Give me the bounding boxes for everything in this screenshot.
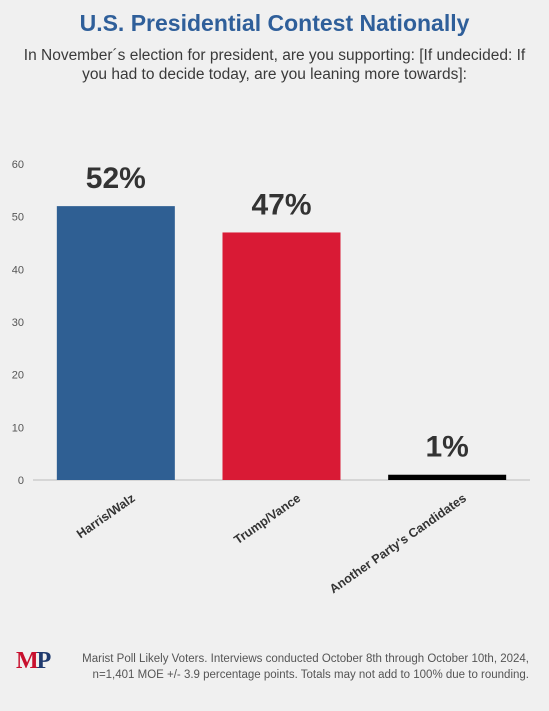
- footnote: Marist Poll Likely Voters. Interviews co…: [82, 653, 529, 681]
- y-tick-label: 10: [12, 422, 24, 434]
- y-tick-label: 30: [12, 317, 24, 329]
- chart-subtitle: In November´s election for president, ar…: [23, 47, 526, 83]
- marist-poll-logo: MP: [16, 648, 52, 675]
- category-label: Another Party's Candidates: [327, 491, 469, 596]
- bar-chart: 0 10 20 30 40 50 60 52% Harris/Walz 47% Trump/Vanc…: [12, 159, 530, 596]
- y-tick-label: 20: [12, 370, 24, 382]
- category-label: Trump/Vance: [231, 491, 303, 547]
- bar: [388, 474, 507, 480]
- logo-letter-m: M: [16, 648, 39, 674]
- y-tick-label: 60: [12, 159, 24, 171]
- bar: [222, 232, 341, 480]
- data-label: 47%: [251, 188, 311, 221]
- logo-letter-p: P: [36, 648, 52, 674]
- data-label: 52%: [86, 162, 146, 195]
- bar: [56, 206, 175, 480]
- y-tick-label: 0: [18, 475, 24, 487]
- category-label: Harris/Walz: [74, 491, 137, 541]
- y-tick-label: 50: [12, 212, 24, 224]
- y-tick-label: 40: [12, 264, 24, 276]
- chart-title: U.S. Presidential Contest Nationally: [79, 10, 470, 36]
- data-label: 1%: [425, 431, 468, 464]
